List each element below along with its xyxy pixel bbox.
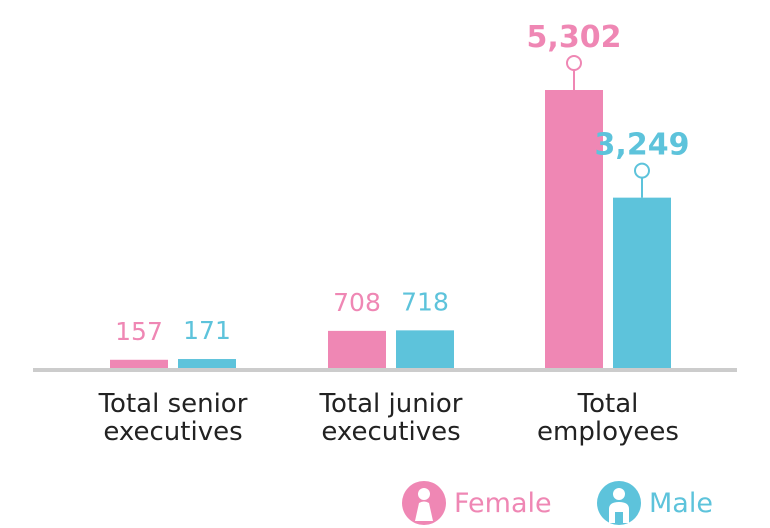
data-label-female-2: 5,302 xyxy=(527,20,622,55)
data-label-female-0: 157 xyxy=(115,317,163,346)
category-label-1: Total junior executives xyxy=(319,389,463,447)
category-label-2: Total employees xyxy=(537,389,679,447)
data-label-male-1: 718 xyxy=(401,287,449,316)
pin-marker-female-2 xyxy=(566,55,582,71)
bar-female-2 xyxy=(545,90,603,368)
legend-item-female: Female xyxy=(402,478,552,528)
data-label-female-1: 708 xyxy=(333,288,381,317)
female-person-icon xyxy=(402,481,446,525)
bar-male-0 xyxy=(178,359,236,368)
legend-label-female: Female xyxy=(454,487,552,519)
bar-female-1 xyxy=(328,330,386,368)
legend-label-male: Male xyxy=(649,487,713,519)
bar-chart: 157 171 Total senior executives 708 718 Total … xyxy=(33,20,737,447)
male-person-icon xyxy=(597,481,641,525)
pin-marker-male-2 xyxy=(634,162,650,179)
bar-male-1 xyxy=(396,330,454,368)
legend-item-male: Male xyxy=(597,478,713,528)
data-label-male-2: 3,249 xyxy=(595,128,690,163)
data-label-male-0: 171 xyxy=(183,316,231,345)
category-label-0: Total senior executives xyxy=(98,389,248,447)
x-axis-line xyxy=(33,368,737,372)
bar-female-0 xyxy=(110,359,168,368)
bar-male-2 xyxy=(613,197,671,368)
